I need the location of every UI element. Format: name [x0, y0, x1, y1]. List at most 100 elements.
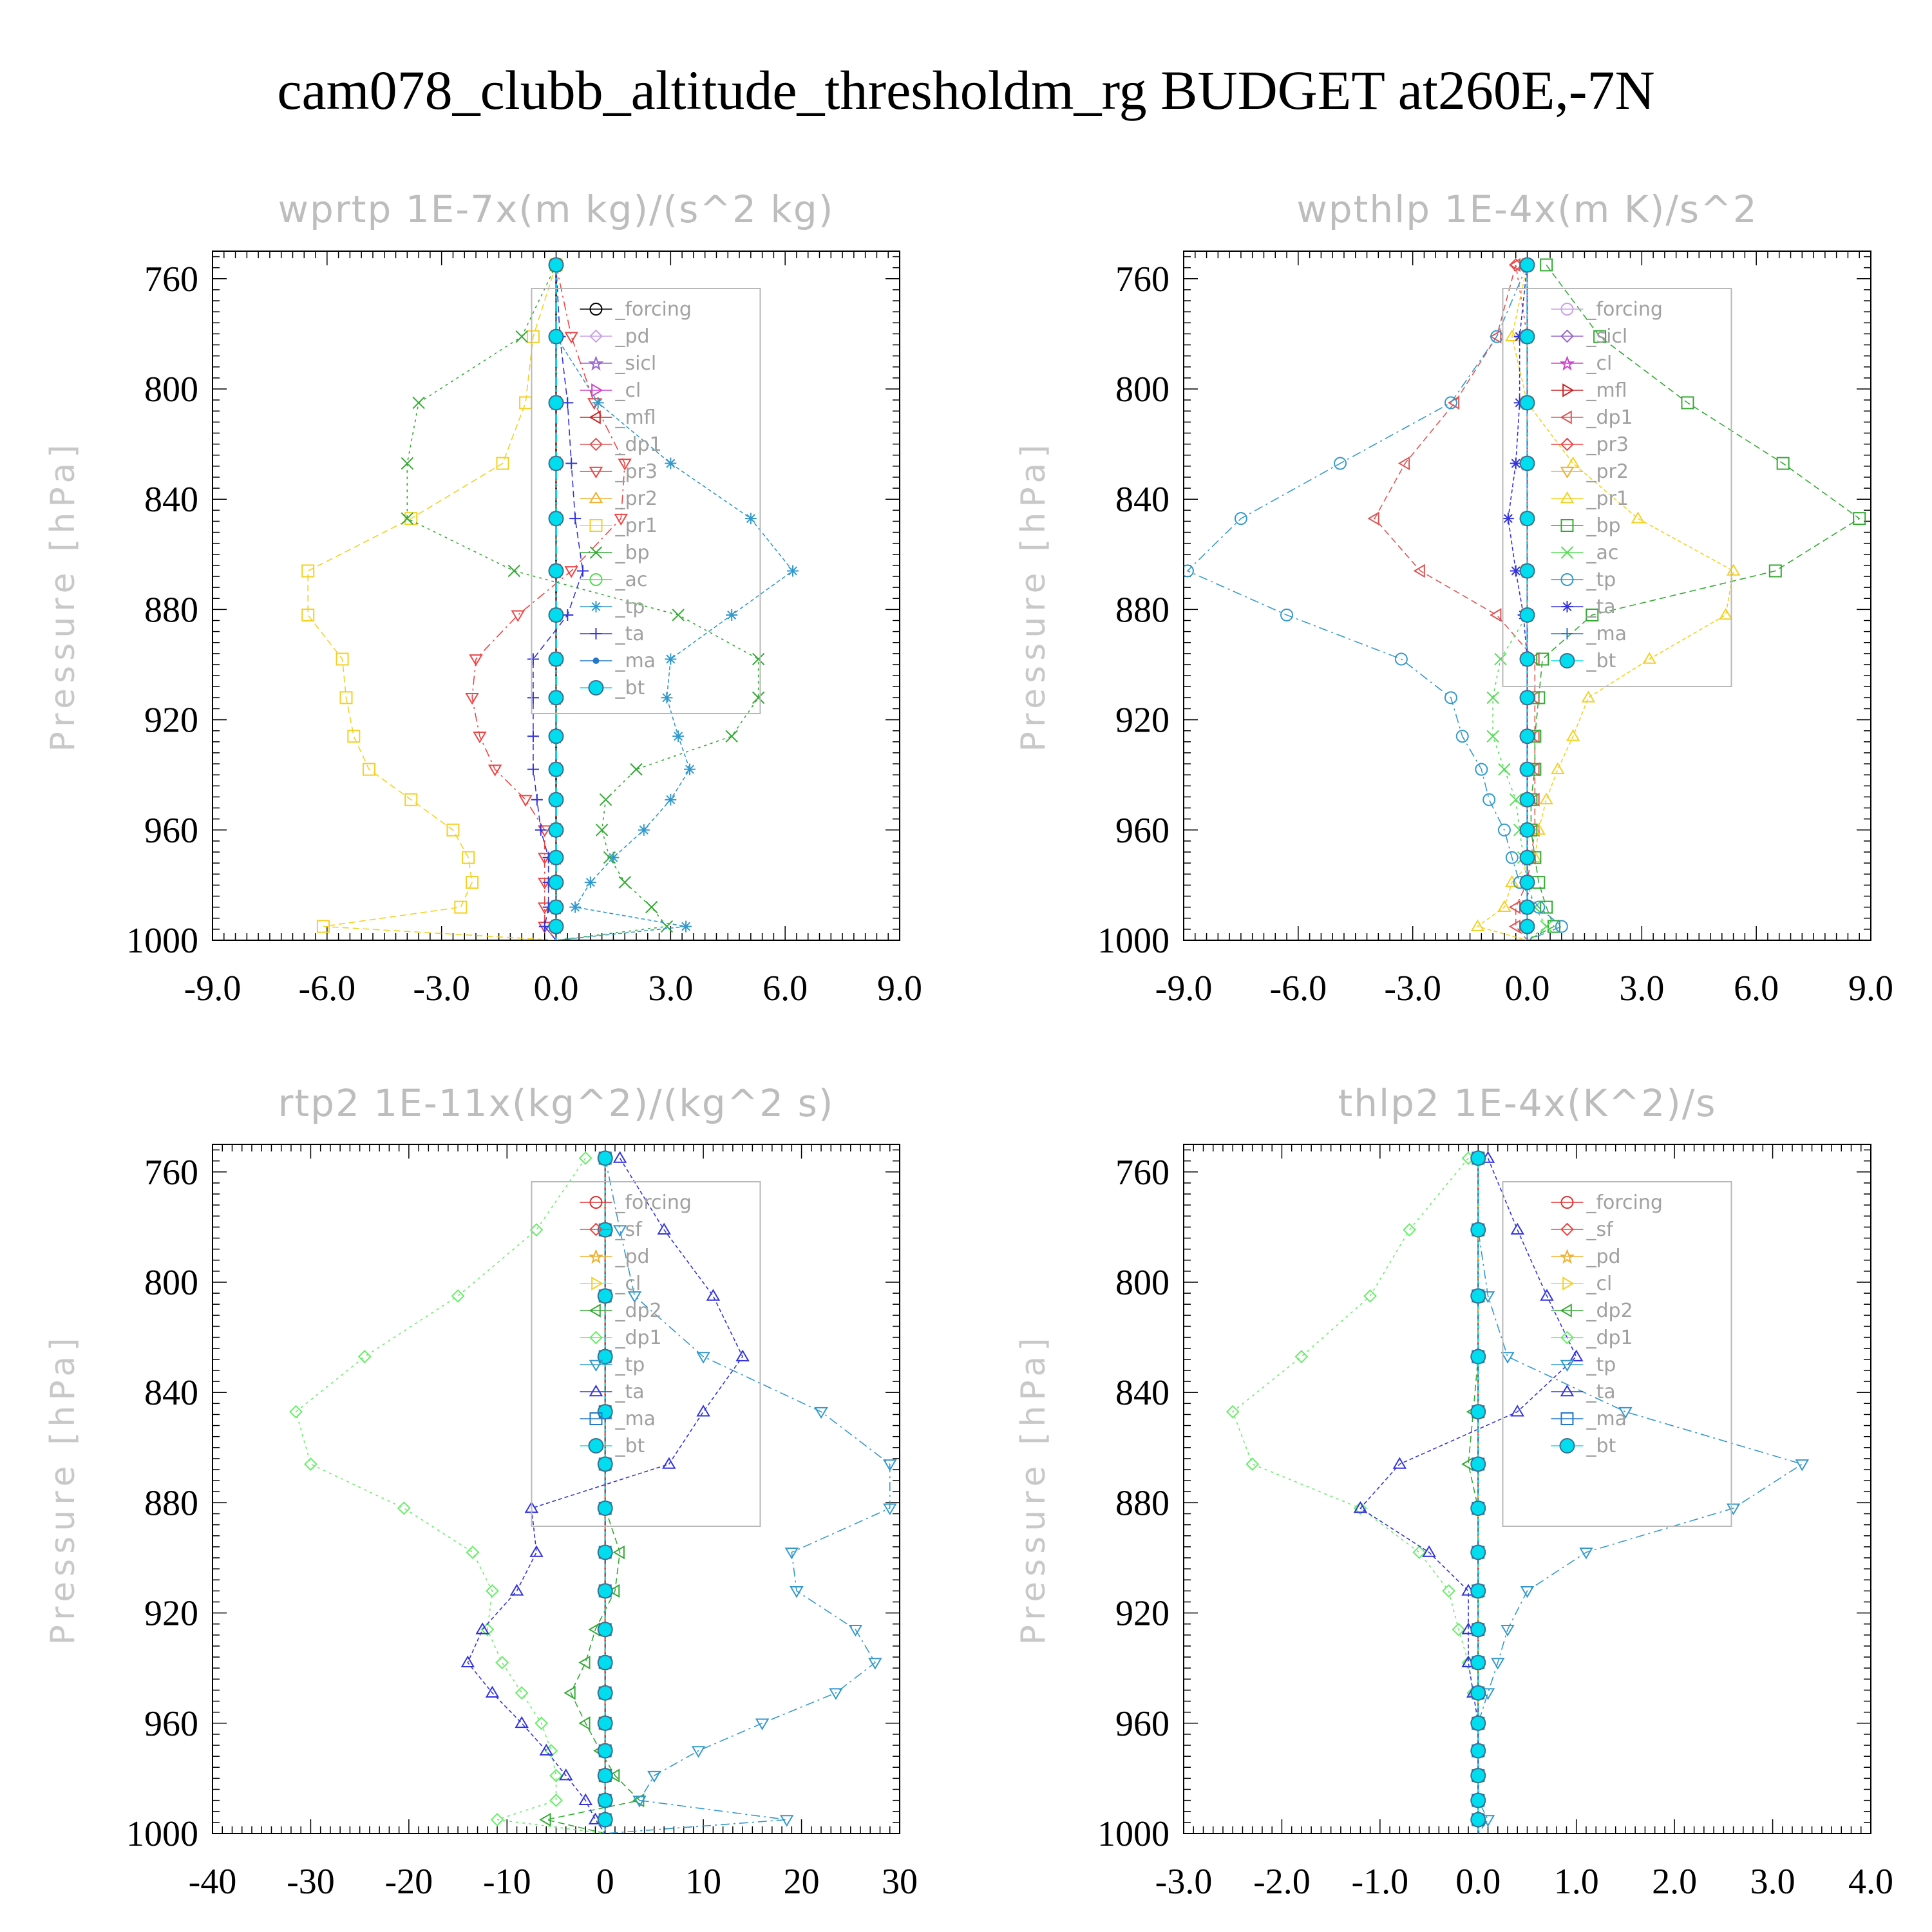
legend-label: _tp — [614, 596, 645, 618]
legend-marker — [1560, 546, 1574, 559]
data-point — [1718, 607, 1733, 620]
legend-marker — [589, 1412, 603, 1425]
data-point — [672, 730, 685, 743]
data-point — [1334, 457, 1347, 470]
legend-marker — [1560, 329, 1574, 343]
data-point — [744, 513, 757, 525]
legend-label: _ta — [1586, 1381, 1615, 1403]
data-point — [1531, 822, 1546, 835]
data-point — [662, 1457, 676, 1469]
series-line — [1527, 264, 1861, 940]
legend-marker — [589, 1222, 603, 1236]
data-point — [1486, 691, 1499, 705]
legend-label: _ma — [614, 650, 656, 672]
panel-1: wprtp 1E-7x(m kg)/(s^2 kg) Pressure [hPa]… — [44, 187, 922, 1009]
legend-label: _pd — [1586, 1245, 1620, 1268]
data-point — [1234, 512, 1247, 526]
y-tick-label: 800 — [1115, 1263, 1170, 1303]
data-point — [1184, 564, 1194, 578]
data-point — [584, 876, 596, 889]
legend-label: _ta — [614, 623, 644, 645]
data-point — [665, 457, 677, 469]
data-point — [1569, 1349, 1584, 1361]
legend-marker — [1560, 1303, 1572, 1318]
x-tick-label: 10 — [685, 1862, 721, 1902]
data-point — [1726, 564, 1741, 576]
data-point — [627, 1291, 642, 1303]
data-point — [607, 851, 620, 864]
data-point — [515, 1716, 529, 1728]
legend-label: _bt — [614, 677, 645, 699]
data-point — [539, 1812, 551, 1827]
series_bt — [548, 257, 564, 940]
legend-label: _bt — [1586, 1435, 1616, 1457]
data-point — [1501, 1624, 1515, 1637]
legend-marker — [1560, 491, 1575, 504]
series-group — [289, 1150, 897, 1833]
data-point — [1586, 608, 1599, 621]
panel-2: wpthlp 1E-4x(m K)/s^2 Pressure [hPa] 760 80… — [1014, 187, 1893, 1009]
y-tick-label: 880 — [144, 1483, 198, 1523]
data-point — [1795, 1459, 1810, 1472]
data-point — [632, 1795, 647, 1808]
legend-box — [531, 1181, 761, 1527]
figure-title: cam078_clubb_altitude_thresholdm_rg BUDG… — [277, 59, 1655, 121]
data-point — [558, 1768, 573, 1781]
series-line — [471, 265, 626, 940]
data-point — [614, 513, 629, 526]
data-point — [1776, 457, 1790, 470]
data-point — [1853, 512, 1866, 526]
data-point — [529, 1223, 544, 1237]
data-point — [1505, 851, 1519, 864]
data-point — [1519, 899, 1535, 915]
panel-3: rtp2 1E-11x(kg^2)/(kg^2 s) Pressure [hPa]… — [44, 1081, 918, 1902]
data-point — [696, 1352, 710, 1364]
data-point — [301, 564, 315, 578]
data-point — [1280, 608, 1294, 621]
legend-marker — [1560, 303, 1574, 316]
data-point — [1470, 1768, 1486, 1784]
data-point — [469, 654, 483, 667]
legend-label: _cl — [1586, 1273, 1612, 1295]
data-point — [1519, 822, 1535, 838]
data-point — [1505, 329, 1519, 341]
legend-label: _sf — [1586, 1218, 1614, 1241]
legend-label: _pr2 — [614, 488, 657, 510]
x-tick-label: 9.0 — [1848, 969, 1893, 1009]
legend-marker — [589, 546, 603, 559]
legend-label: _sicl — [614, 352, 656, 375]
data-point — [597, 1715, 613, 1731]
data-point — [535, 1716, 549, 1730]
series-line — [406, 265, 759, 940]
data-point — [1519, 511, 1535, 527]
data-point — [460, 1655, 475, 1667]
legend-marker — [589, 1359, 603, 1372]
data-point — [665, 653, 677, 665]
data-point — [1519, 563, 1535, 579]
data-point — [1392, 1457, 1407, 1469]
legend-marker — [1562, 383, 1575, 397]
data-point — [1508, 900, 1521, 914]
y-tick-label: 760 — [144, 1153, 198, 1193]
data-point — [1540, 1289, 1554, 1301]
legend-label: _ma — [1586, 623, 1627, 645]
y-axis-label: Pressure [hPa] — [1014, 1333, 1053, 1645]
x-tick-label: -2.0 — [1253, 1862, 1311, 1902]
data-point — [1510, 457, 1522, 469]
legend-marker — [1560, 466, 1575, 478]
data-point — [1475, 762, 1488, 776]
data-point — [446, 823, 460, 837]
data-point — [548, 918, 564, 934]
data-point — [526, 330, 540, 343]
data-point — [1413, 564, 1425, 578]
data-point — [1519, 791, 1535, 808]
legend-label: _bp — [1586, 515, 1620, 537]
legend-marker — [1560, 1222, 1574, 1236]
legend-label: _dp1 — [614, 1327, 661, 1349]
series-line — [1515, 265, 1528, 940]
legend-marker — [589, 410, 601, 424]
data-point — [1520, 1586, 1535, 1598]
data-point — [1470, 1404, 1486, 1420]
x-tick-label: -3.0 — [1155, 1862, 1213, 1902]
